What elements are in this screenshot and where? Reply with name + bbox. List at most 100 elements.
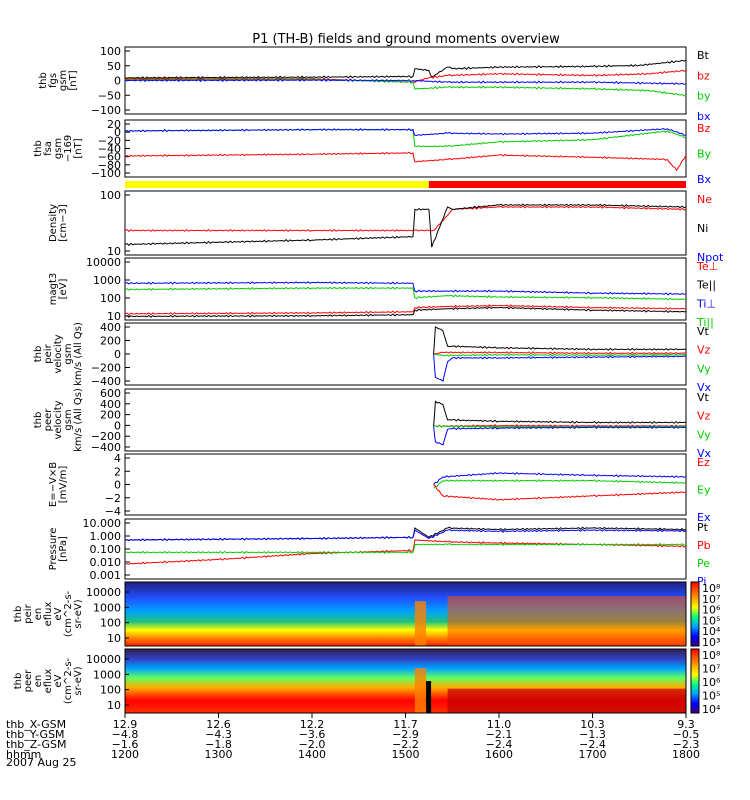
xaxis-value: 1400 (298, 748, 326, 761)
ytick-label: 20 (107, 118, 121, 131)
ytick-label: 0 (114, 348, 121, 361)
colorbar-label: 10⁷ (702, 593, 720, 606)
panel-frame (124, 322, 687, 386)
xaxis-value: −1.8 (205, 738, 232, 751)
xaxis-value: −4.3 (205, 728, 232, 741)
panel-peer_spec: thbpeerenefluxeV(cm^2-s-sr-eV)10000 1000 1… (13, 648, 721, 716)
series-line-Ni (124, 203, 687, 248)
series-line-Ey (433, 479, 687, 489)
ytick-label: 1000 (93, 601, 121, 614)
legend-entry: Pi (697, 575, 706, 588)
series-line-Vx (433, 425, 687, 446)
spectrogram-band (414, 601, 427, 646)
xaxis-value: 1800 (672, 748, 700, 761)
colorbar-label: 10⁷ (702, 663, 720, 676)
legend-entry: Npot (697, 251, 724, 264)
series-line-Vt (433, 400, 687, 427)
legend-entry: Ti⊥ (696, 297, 716, 310)
panel-ylabel: Density[cm−3] (48, 204, 69, 242)
ytick-label: 0.001 (90, 569, 122, 582)
xaxis-value: 11.7 (393, 718, 418, 731)
legend-entry: Ti|| (696, 316, 714, 329)
xaxis-value: −4.8 (112, 728, 139, 741)
ytick-label: 200 (100, 335, 121, 348)
ytick-label: 10 (107, 245, 121, 258)
legend-entry: Vx (697, 447, 712, 460)
panel-peer_vel: thbpeervelocitygsmkm/s (All Qs) 600400200… (33, 387, 712, 460)
series-line-bx (124, 78, 687, 86)
series-line-Vz (433, 351, 687, 355)
xaxis-value: −1.6 (112, 738, 139, 751)
ytick-label: 200 (100, 409, 121, 422)
ytick-label: 10 (107, 699, 121, 712)
mode-bar-red (428, 181, 686, 188)
panel-peir_vel: thbpeirvelocitygsmkm/s (All Qs) 4002000−2… (33, 321, 712, 394)
ytick-label: −400 (91, 441, 121, 454)
ytick-label: −40 (98, 143, 121, 156)
ytick-label: 10000 (86, 586, 121, 599)
xaxis-value: 1600 (485, 748, 513, 761)
ytick-label: 0 (114, 479, 121, 492)
xaxis-value: −2.0 (299, 738, 326, 751)
legend-entry: Pe (697, 557, 710, 570)
ytick-label: 1000 (93, 668, 121, 681)
panel-ylabel: Pressure[nPa] (48, 528, 69, 571)
panel-ylabel: thbpeervelocitygsmkm/s (All Qs) (33, 388, 84, 452)
ytick-label: 1000 (93, 274, 121, 287)
legend-entry: bz (697, 69, 710, 82)
panel-frame (124, 388, 687, 452)
xaxis-value: −2.3 (673, 738, 700, 751)
panel-fsa: thbfsagsm−169[nT] 200−20−40−60−80−100 Bz By… (33, 118, 712, 186)
ytick-label: 10000 (86, 256, 121, 269)
legend-entry: Ex (697, 511, 711, 524)
panel-ylabel: magt3[eV] (48, 273, 69, 306)
ytick-label: 10.000 (83, 517, 122, 530)
xaxis-value: 1300 (205, 748, 233, 761)
xaxis-value: −2.1 (486, 728, 513, 741)
legend-entry: Ey (697, 484, 711, 497)
series-line-Vx (433, 353, 687, 382)
legend-entry: Vt (697, 325, 710, 338)
xaxis-value: −2.9 (392, 728, 419, 741)
series-line-Vt (433, 326, 687, 355)
legend-entry: Te|| (696, 279, 716, 292)
ytick-label: 400 (100, 321, 121, 334)
date-label: 2007 Aug 25 (6, 756, 76, 769)
ytick-label: −100 (91, 167, 121, 180)
xaxis-row-label: thb_Z-GSM (6, 738, 66, 751)
spectrogram-band (447, 596, 686, 646)
colorbar-label: 10⁵ (702, 690, 720, 703)
ytick-label: 0 (114, 126, 121, 139)
ytick-label: −100 (91, 104, 121, 117)
ytick-label: 400 (100, 398, 121, 411)
legend-entry: Te⊥ (696, 260, 718, 273)
legend-entry: Vz (697, 344, 711, 357)
ytick-label: −2 (105, 492, 121, 505)
panel-ylabel: thbpeirvelocitygsmkm/s (All Qs) (33, 322, 84, 386)
legend-entry: Bx (697, 173, 712, 186)
ytick-label: 100 (100, 45, 121, 58)
ytick-label: 10 (107, 632, 121, 645)
xaxis-row-label: hhmm (6, 748, 41, 761)
series-line-Ex (433, 471, 687, 485)
xaxis-value: 12.6 (206, 718, 231, 731)
series-line-by (124, 77, 687, 97)
colorbar-label: 10⁴ (702, 625, 721, 638)
legend-entry: Pt (697, 521, 709, 534)
panel-fgs: thbfgsgsm[nT] 100 50 0−50 −100 Bt bz by bx (38, 45, 711, 123)
series-line-Bx (124, 127, 687, 136)
panel-peir_spec: thbpeirenefluxeV(cm^2-s-sr-eV)10000 1000 1… (13, 581, 721, 649)
legend-entry: Vx (697, 381, 712, 394)
xaxis-value: 1200 (111, 748, 139, 761)
mode-bar-yellow (125, 181, 429, 188)
ytick-label: 100 (100, 292, 121, 305)
colorbar-label: 10³ (702, 636, 720, 649)
ytick-label: 0 (114, 419, 121, 432)
figure-title: P1 (TH-B) fields and ground moments over… (252, 32, 560, 47)
colorbar-label: 10⁴ (702, 703, 721, 716)
colorbar-label: 10⁸ (702, 649, 721, 662)
panel-frame (124, 518, 687, 580)
legend-entry: Vy (697, 428, 711, 441)
